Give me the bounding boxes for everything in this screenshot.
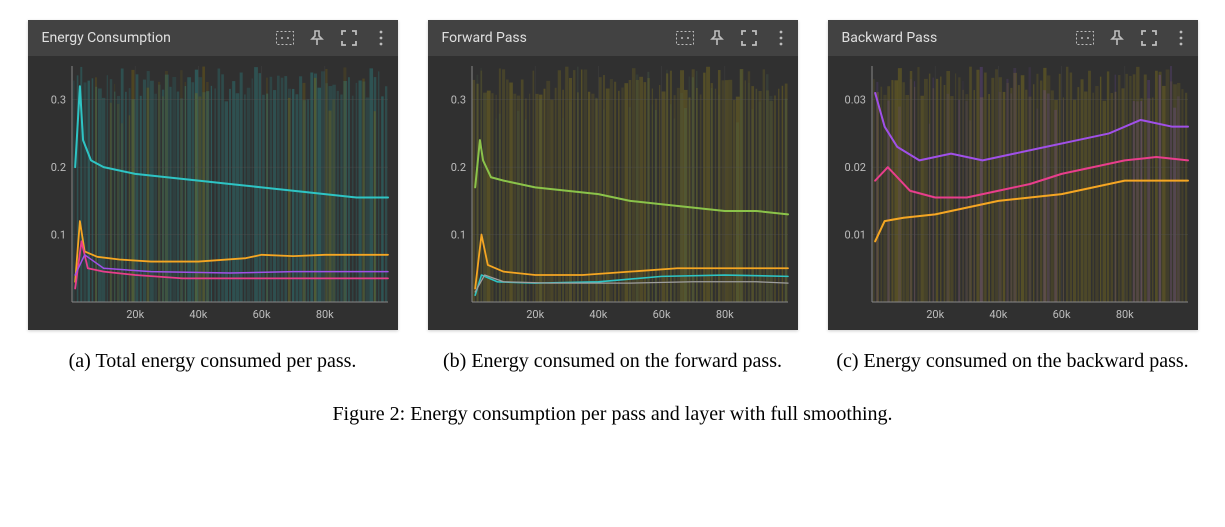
pin-icon[interactable] bbox=[1108, 29, 1126, 47]
subfig-c: Backward Pass 0.01 0.02 0.03 20k 40k 60k 80k (… bbox=[828, 20, 1198, 375]
fullscreen-icon[interactable] bbox=[340, 29, 358, 47]
svg-text:0.01: 0.01 bbox=[844, 229, 865, 242]
svg-text:40k: 40k bbox=[589, 308, 607, 321]
svg-text:80k: 80k bbox=[315, 308, 333, 321]
panel-toolbar bbox=[676, 29, 790, 47]
panel-c: Backward Pass 0.01 0.02 0.03 20k 40k 60k 80k bbox=[828, 20, 1198, 330]
panel-b: Forward Pass 0.1 0.2 0.3 20k 40k 60k 80k bbox=[428, 20, 798, 330]
panel-header: Backward Pass bbox=[828, 20, 1198, 56]
svg-text:0.3: 0.3 bbox=[50, 94, 65, 107]
svg-text:0.2: 0.2 bbox=[450, 161, 465, 174]
svg-text:60k: 60k bbox=[1052, 308, 1070, 321]
figure-caption: Figure 2: Energy consumption per pass an… bbox=[20, 403, 1205, 426]
panel-toolbar bbox=[1076, 29, 1190, 47]
svg-text:60k: 60k bbox=[252, 308, 270, 321]
pin-icon[interactable] bbox=[308, 29, 326, 47]
more-icon[interactable] bbox=[372, 29, 390, 47]
figure-row: Energy Consumption 0.1 0.2 0.3 20k 40k 60k 80k… bbox=[20, 20, 1205, 375]
subcaption-c: (c) Energy consumed on the backward pass… bbox=[836, 348, 1188, 375]
subcaption-a: (a) Total energy consumed per pass. bbox=[69, 348, 357, 375]
chart-b: 0.1 0.2 0.3 20k 40k 60k 80k bbox=[428, 56, 798, 330]
chart-c: 0.01 0.02 0.03 20k 40k 60k 80k bbox=[828, 56, 1198, 330]
subfig-b: Forward Pass 0.1 0.2 0.3 20k 40k 60k 80k (b) E… bbox=[428, 20, 798, 375]
svg-text:0.3: 0.3 bbox=[450, 94, 465, 107]
fullscreen-icon[interactable] bbox=[1140, 29, 1158, 47]
svg-text:0.03: 0.03 bbox=[844, 94, 865, 107]
svg-text:0.1: 0.1 bbox=[50, 229, 65, 242]
fit-icon[interactable] bbox=[276, 29, 294, 47]
panel-header: Energy Consumption bbox=[28, 20, 398, 56]
fit-icon[interactable] bbox=[1076, 29, 1094, 47]
svg-text:20k: 20k bbox=[126, 308, 144, 321]
panel-a: Energy Consumption 0.1 0.2 0.3 20k 40k 60k 80k bbox=[28, 20, 398, 330]
svg-text:80k: 80k bbox=[1115, 308, 1133, 321]
chart-a: 0.1 0.2 0.3 20k 40k 60k 80k bbox=[28, 56, 398, 330]
svg-text:60k: 60k bbox=[652, 308, 670, 321]
svg-text:40k: 40k bbox=[189, 308, 207, 321]
fit-icon[interactable] bbox=[676, 29, 694, 47]
svg-text:20k: 20k bbox=[926, 308, 944, 321]
svg-text:0.1: 0.1 bbox=[450, 229, 465, 242]
svg-text:0.02: 0.02 bbox=[844, 161, 865, 174]
panel-title: Backward Pass bbox=[842, 30, 938, 46]
svg-text:40k: 40k bbox=[989, 308, 1007, 321]
more-icon[interactable] bbox=[772, 29, 790, 47]
svg-text:20k: 20k bbox=[526, 308, 544, 321]
svg-text:80k: 80k bbox=[715, 308, 733, 321]
subcaption-b: (b) Energy consumed on the forward pass. bbox=[443, 348, 782, 375]
subfig-a: Energy Consumption 0.1 0.2 0.3 20k 40k 60k 80k… bbox=[28, 20, 398, 375]
pin-icon[interactable] bbox=[708, 29, 726, 47]
panel-title: Energy Consumption bbox=[42, 30, 171, 46]
panel-toolbar bbox=[276, 29, 390, 47]
panel-header: Forward Pass bbox=[428, 20, 798, 56]
panel-title: Forward Pass bbox=[442, 30, 527, 46]
more-icon[interactable] bbox=[1172, 29, 1190, 47]
fullscreen-icon[interactable] bbox=[740, 29, 758, 47]
svg-text:0.2: 0.2 bbox=[50, 161, 65, 174]
